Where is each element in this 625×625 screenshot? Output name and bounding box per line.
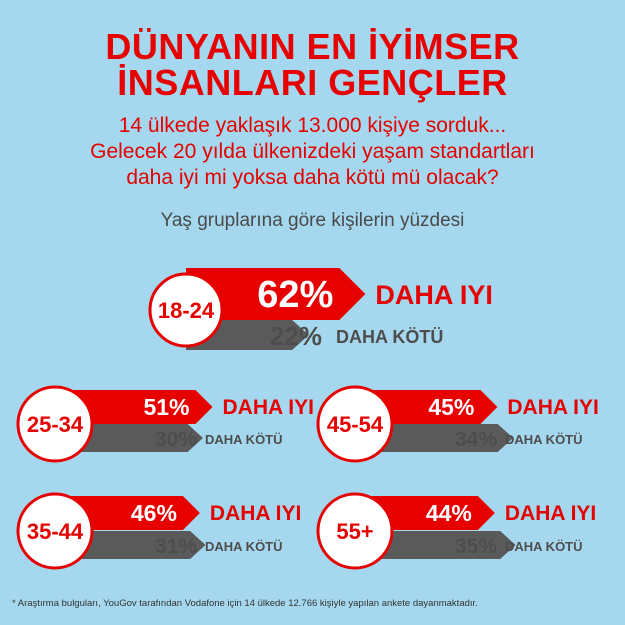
- worse-series-label-45-54: DAHA KÖTÜ: [505, 432, 583, 447]
- title-line-2: İNSANLARI GENÇLER: [117, 62, 508, 103]
- better-series-label-45-54: DAHA IYI: [507, 396, 598, 419]
- age-group-circle-55+: [316, 492, 394, 570]
- bar-worse-55+: [355, 531, 516, 559]
- worse-series-label-25-34: DAHA KÖTÜ: [205, 432, 283, 447]
- worse-value-label-35-44: 31%: [155, 535, 197, 558]
- better-series-label-55+: DAHA IYI: [505, 502, 596, 525]
- worse-value-label-55+: 35%: [455, 535, 497, 558]
- better-series-label-25-34: DAHA IYI: [223, 396, 314, 419]
- subtitle-line-2: Gelecek 20 yılda ülkenizdeki yaşam stand…: [90, 140, 535, 163]
- bar-better-25-34: [55, 390, 213, 424]
- age-group-circle-25-34: [16, 385, 94, 463]
- worse-value-label-18-24: 22%: [270, 321, 322, 351]
- better-value-label-35-44: 46%: [131, 500, 177, 526]
- footnote: * Araştırma bulguları, YouGov tarafından…: [12, 598, 478, 609]
- better-value-label-45-54: 45%: [428, 394, 474, 420]
- age-group-circle-18-24: [148, 272, 224, 348]
- subtitle-line-3: daha iyi mi yoksa daha kötü mü olacak?: [126, 166, 499, 189]
- bar-worse-45-54: [355, 424, 514, 452]
- worse-series-label-35-44: DAHA KÖTÜ: [205, 539, 283, 554]
- age-group-label-45-54: 45-54: [327, 412, 384, 437]
- age-group-label-25-34: 25-34: [27, 412, 84, 437]
- bar-better-18-24: [186, 268, 366, 320]
- age-group-circle-35-44: [16, 492, 94, 570]
- better-series-label-35-44: DAHA IYI: [210, 502, 301, 525]
- worse-series-label-55+: DAHA KÖTÜ: [505, 539, 583, 554]
- worse-value-label-25-34: 30%: [155, 428, 197, 451]
- subtitle-line-1: 14 ülkede yaklaşık 13.000 kişiye sorduk.…: [118, 114, 507, 137]
- better-series-label-18-24: DAHA IYI: [375, 280, 493, 310]
- age-group-circle-45-54: [316, 385, 394, 463]
- title-line-1: DÜNYANIN EN İYİMSER: [105, 26, 520, 67]
- worse-series-label-18-24: DAHA KÖTÜ: [336, 327, 443, 347]
- age-group-label-18-24: 18-24: [158, 298, 215, 323]
- worse-value-label-45-54: 34%: [455, 428, 497, 451]
- better-value-label-25-34: 51%: [143, 394, 189, 420]
- better-value-label-18-24: 62%: [257, 274, 333, 316]
- age-group-label-55+: 55+: [336, 519, 373, 544]
- age-group-label-35-44: 35-44: [27, 519, 84, 544]
- chart-caption: Yaş gruplarına göre kişilerin yüzdesi: [160, 210, 465, 231]
- better-value-label-55+: 44%: [426, 500, 472, 526]
